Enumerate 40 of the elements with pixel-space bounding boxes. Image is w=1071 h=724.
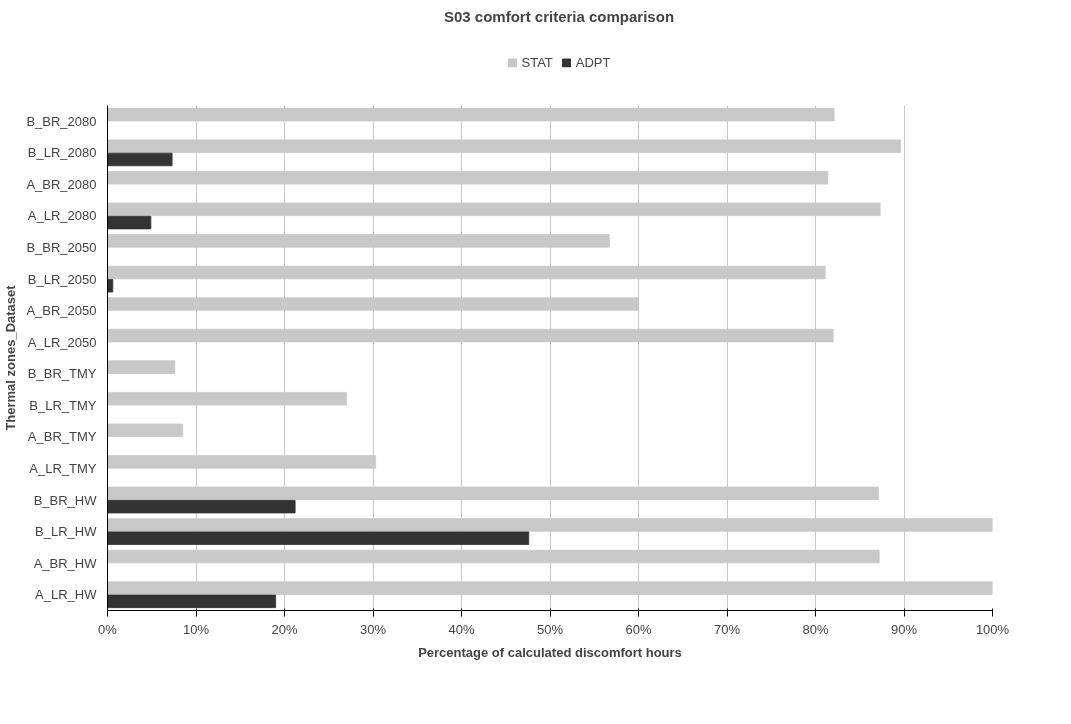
bar [107,152,173,167]
bar [107,215,152,230]
y-tick-label: A_BR_TMY [27,429,97,445]
bar [107,531,530,545]
bar [107,423,184,437]
legend-label: STAT [521,54,553,70]
y-tick-label: B_BR_TMY [27,366,97,382]
y-axis-title: Thermal zones_Dataset [3,284,19,431]
y-tick-label: B_BR_HW [33,492,98,508]
chart-title: S03 comfort criteria comparison [443,7,675,25]
bar [107,279,114,293]
x-tick-label: 70% [713,621,741,637]
y-tick-label: B_BR_2080 [26,113,97,129]
y-tick-label: A_BR_2050 [26,303,97,319]
bar [107,499,296,514]
y-tick-label: B_LR_2080 [27,145,97,161]
y-tick-label: A_LR_TMY [29,460,97,476]
x-tick-label: 0% [98,621,118,637]
x-tick-label: 90% [890,621,918,637]
bar [107,360,176,374]
legend-label: ADPT [575,54,611,70]
x-tick-label: 50% [536,621,564,637]
y-tick-label: B_LR_TMY [29,397,97,413]
y-tick-label: B_LR_HW [35,524,98,540]
x-tick-label: 60% [625,621,652,637]
y-tick-label: A_LR_2050 [27,334,97,350]
x-tick-label: 100% [975,621,1010,637]
y-tick-label: A_LR_2080 [27,208,97,224]
y-tick-label: B_LR_2050 [27,271,97,287]
x-tick-label: 20% [271,621,298,637]
x-tick-label: 40% [448,621,475,637]
y-tick-label: B_BR_2050 [26,240,97,256]
x-tick-label: 10% [182,621,210,637]
y-tick-label: A_BR_HW [33,555,98,571]
y-tick-label: A_BR_2080 [26,176,97,192]
x-tick-label: 30% [359,621,387,637]
x-axis-title: Percentage of calculated discomfort hours [418,644,682,660]
x-tick-label: 80% [802,621,829,637]
y-tick-label: A_LR_HW [35,587,98,603]
bar [107,594,277,609]
